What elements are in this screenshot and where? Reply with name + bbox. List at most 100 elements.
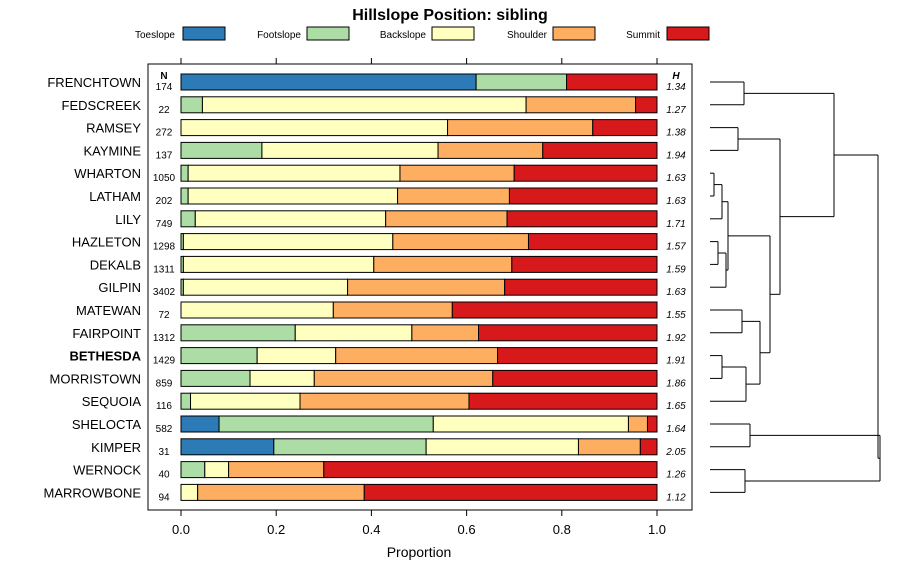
legend-label-backslope: Backslope xyxy=(380,30,427,41)
n-value-ramsey: 272 xyxy=(156,128,173,139)
h-value-bethesda: 1.91 xyxy=(666,356,685,367)
n-value-marrowbone: 94 xyxy=(158,492,170,503)
row-label-morristown: MORRISTOWN xyxy=(50,371,141,386)
bar-shelocta-toeslope xyxy=(180,415,220,433)
bar-kimper-toeslope xyxy=(180,438,275,456)
n-value-lily: 749 xyxy=(156,219,173,230)
h-value-ramsey: 1.38 xyxy=(666,128,686,139)
row-label-gilpin: GILPIN xyxy=(98,280,141,295)
h-value-wernock: 1.26 xyxy=(666,470,686,481)
bar-latham-summit xyxy=(508,187,658,205)
legend-swatch-backslope xyxy=(431,26,475,41)
bar-fedscreek-summit xyxy=(635,96,658,114)
h-value-dekalb: 1.59 xyxy=(666,264,686,275)
h-value-sequoia: 1.65 xyxy=(666,401,686,412)
h-value-wharton: 1.63 xyxy=(666,173,686,184)
bar-morristown-backslope xyxy=(249,369,315,387)
bar-shelocta-summit xyxy=(646,415,658,433)
tick-label-3: 0.6 xyxy=(458,522,476,537)
bar-kaymine-shoulder xyxy=(437,141,544,159)
bar-shelocta-backslope xyxy=(432,415,629,433)
bar-lily-footslope xyxy=(180,210,196,228)
tick-label-4: 0.8 xyxy=(553,522,571,537)
bar-gilpin-backslope xyxy=(182,278,349,296)
h-value-morristown: 1.86 xyxy=(666,378,686,389)
legend-label-toeslope: Toeslope xyxy=(135,30,175,41)
row-label-fairpoint: FAIRPOINT xyxy=(72,326,141,341)
bar-lily-backslope xyxy=(194,210,387,228)
bar-marrowbone-shoulder xyxy=(197,483,365,501)
legend-label-shoulder: Shoulder xyxy=(507,30,548,41)
bar-morristown-summit xyxy=(492,369,658,387)
bar-latham-footslope xyxy=(180,187,189,205)
row-label-kaymine: KAYMINE xyxy=(83,143,141,158)
bar-fairpoint-shoulder xyxy=(411,324,479,342)
bar-fairpoint-footslope xyxy=(180,324,296,342)
bar-kimper-shoulder xyxy=(577,438,641,456)
tick-label-5: 1.0 xyxy=(648,522,666,537)
row-label-matewan: MATEWAN xyxy=(76,303,141,318)
bar-kaymine-footslope xyxy=(180,141,263,159)
bar-sequoia-backslope xyxy=(190,392,301,410)
bar-morristown-shoulder xyxy=(313,369,494,387)
row-label-kimper: KIMPER xyxy=(91,440,141,455)
dendrogram xyxy=(710,81,881,493)
h-value-gilpin: 1.63 xyxy=(666,287,686,298)
bar-ramsey-summit xyxy=(592,119,658,137)
bar-marrowbone-backslope xyxy=(180,483,199,501)
legend: Toeslope Footslope Backslope Shoulder Summit xyxy=(135,26,710,41)
n-value-kimper: 31 xyxy=(158,447,170,458)
n-value-dekalb: 1311 xyxy=(153,264,175,275)
chart-title: Hillslope Position: sibling xyxy=(352,7,548,24)
bar-kaymine-summit xyxy=(542,141,658,159)
h-value-matewan: 1.55 xyxy=(666,310,686,321)
bar-wharton-summit xyxy=(513,164,658,182)
row-label-wharton: WHARTON xyxy=(74,166,141,181)
bar-wernock-footslope xyxy=(180,461,206,479)
bar-shelocta-shoulder xyxy=(627,415,648,433)
bar-frenchtown-summit xyxy=(566,73,658,91)
row-label-frenchtown: FRENCHTOWN xyxy=(47,75,141,90)
bar-matewan-summit xyxy=(451,301,658,319)
bar-marrowbone-summit xyxy=(363,483,658,501)
bar-gilpin-shoulder xyxy=(347,278,506,296)
bar-gilpin-summit xyxy=(504,278,658,296)
row-label-latham: LATHAM xyxy=(89,189,141,204)
h-value-latham: 1.63 xyxy=(666,196,686,207)
bar-matewan-backslope xyxy=(180,301,334,319)
n-value-wharton: 1050 xyxy=(153,173,176,184)
bar-frenchtown-toeslope xyxy=(180,73,477,91)
tick-label-2: 0.4 xyxy=(362,522,380,537)
bar-fedscreek-backslope xyxy=(201,96,527,114)
n-value-shelocta: 582 xyxy=(156,424,173,435)
h-value-fairpoint: 1.92 xyxy=(666,333,686,344)
bars-area xyxy=(180,73,658,501)
legend-swatch-summit xyxy=(666,26,710,41)
h-value-lily: 1.71 xyxy=(666,219,685,230)
h-value-kaymine: 1.94 xyxy=(666,150,686,161)
legend-label-summit: Summit xyxy=(626,30,660,41)
legend-swatch-toeslope xyxy=(182,26,226,41)
legend-swatch-shoulder xyxy=(552,26,596,41)
row-label-wernock: WERNOCK xyxy=(73,463,141,478)
row-label-dekalb: DEKALB xyxy=(90,257,141,272)
bar-latham-shoulder xyxy=(397,187,510,205)
n-value-sequoia: 116 xyxy=(156,401,172,412)
bar-wernock-shoulder xyxy=(228,461,325,479)
row-label-fedscreek: FEDSCREEK xyxy=(62,98,142,113)
bar-sequoia-summit xyxy=(468,392,658,410)
row-label-bethesda: BETHESDA xyxy=(69,349,141,364)
bar-frenchtown-footslope xyxy=(475,73,568,91)
n-value-gilpin: 3402 xyxy=(153,287,176,298)
bar-lily-summit xyxy=(506,210,658,228)
n-value-wernock: 40 xyxy=(158,470,170,481)
row-label-sequoia: SEQUOIA xyxy=(82,394,142,409)
panel-frame xyxy=(147,63,693,511)
bar-wernock-summit xyxy=(323,461,658,479)
bar-dekalb-backslope xyxy=(182,255,375,273)
bar-hazleton-summit xyxy=(527,233,658,251)
row-label-marrowbone: MARROWBONE xyxy=(44,485,142,500)
bar-bethesda-shoulder xyxy=(335,347,499,365)
row-label-lily: LILY xyxy=(115,212,141,227)
